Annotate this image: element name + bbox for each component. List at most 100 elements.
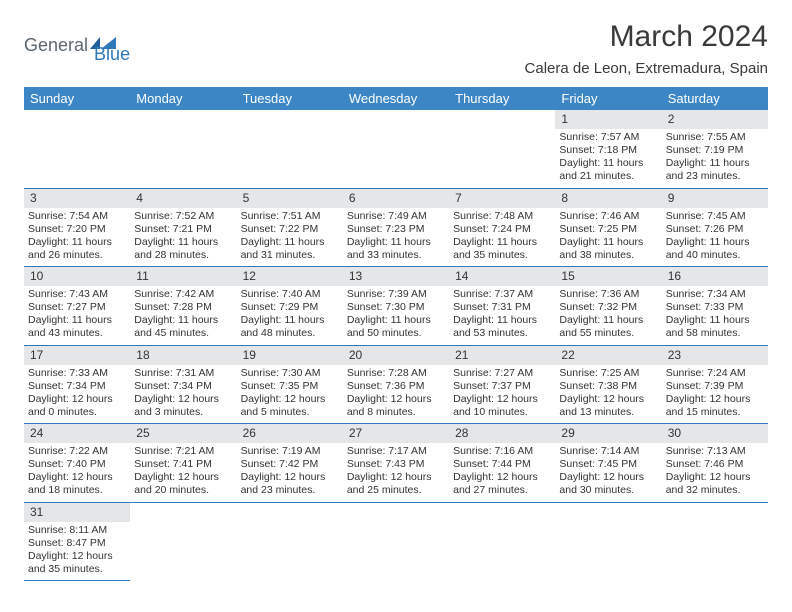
day-info-cell xyxy=(130,129,236,188)
sunrise-text: Sunrise: 7:34 AM xyxy=(666,288,764,301)
day-number-cell: 3 xyxy=(24,188,130,208)
daylight-text: Daylight: 12 hours and 10 minutes. xyxy=(453,393,551,419)
daylight-text: Daylight: 11 hours and 40 minutes. xyxy=(666,236,764,262)
day-number-cell xyxy=(662,502,768,522)
sunrise-text: Sunrise: 7:52 AM xyxy=(134,210,232,223)
day-info-cell: Sunrise: 7:57 AMSunset: 7:18 PMDaylight:… xyxy=(555,129,661,188)
day-number-cell xyxy=(555,502,661,522)
day-number-cell: 24 xyxy=(24,424,130,444)
sunrise-text: Sunrise: 7:31 AM xyxy=(134,367,232,380)
day-info-cell xyxy=(449,129,555,188)
day-number-cell: 4 xyxy=(130,188,236,208)
daylight-text: Daylight: 11 hours and 35 minutes. xyxy=(453,236,551,262)
daylight-text: Daylight: 11 hours and 38 minutes. xyxy=(559,236,657,262)
day-header: Tuesday xyxy=(237,87,343,110)
day-info-cell: Sunrise: 7:19 AMSunset: 7:42 PMDaylight:… xyxy=(237,443,343,502)
sunset-text: Sunset: 7:41 PM xyxy=(134,458,232,471)
daylight-text: Daylight: 12 hours and 30 minutes. xyxy=(559,471,657,497)
day-number-cell xyxy=(130,110,236,129)
day-info-cell xyxy=(130,522,236,581)
daylight-text: Daylight: 12 hours and 35 minutes. xyxy=(28,550,126,576)
day-info-cell: Sunrise: 7:24 AMSunset: 7:39 PMDaylight:… xyxy=(662,365,768,424)
day-number-row: 31 xyxy=(24,502,768,522)
sunrise-text: Sunrise: 7:13 AM xyxy=(666,445,764,458)
day-number-row: 17181920212223 xyxy=(24,345,768,365)
sunset-text: Sunset: 7:37 PM xyxy=(453,380,551,393)
day-info-cell: Sunrise: 8:11 AMSunset: 8:47 PMDaylight:… xyxy=(24,522,130,581)
daylight-text: Daylight: 11 hours and 31 minutes. xyxy=(241,236,339,262)
day-header-row: SundayMondayTuesdayWednesdayThursdayFrid… xyxy=(24,87,768,110)
sunset-text: Sunset: 7:22 PM xyxy=(241,223,339,236)
sunrise-text: Sunrise: 7:54 AM xyxy=(28,210,126,223)
sunrise-text: Sunrise: 7:43 AM xyxy=(28,288,126,301)
day-number-cell: 28 xyxy=(449,424,555,444)
sunrise-text: Sunrise: 7:46 AM xyxy=(559,210,657,223)
sunrise-text: Sunrise: 8:11 AM xyxy=(28,524,126,537)
day-number-cell: 11 xyxy=(130,267,236,287)
daylight-text: Daylight: 12 hours and 23 minutes. xyxy=(241,471,339,497)
daylight-text: Daylight: 12 hours and 25 minutes. xyxy=(347,471,445,497)
day-info-cell xyxy=(343,129,449,188)
daylight-text: Daylight: 12 hours and 5 minutes. xyxy=(241,393,339,419)
day-header: Thursday xyxy=(449,87,555,110)
sunrise-text: Sunrise: 7:14 AM xyxy=(559,445,657,458)
daylight-text: Daylight: 11 hours and 28 minutes. xyxy=(134,236,232,262)
sunset-text: Sunset: 7:18 PM xyxy=(559,144,657,157)
daylight-text: Daylight: 12 hours and 8 minutes. xyxy=(347,393,445,419)
day-number-cell: 27 xyxy=(343,424,449,444)
sunset-text: Sunset: 7:27 PM xyxy=(28,301,126,314)
day-number-cell: 23 xyxy=(662,345,768,365)
day-number-cell: 10 xyxy=(24,267,130,287)
sunset-text: Sunset: 7:25 PM xyxy=(559,223,657,236)
day-header: Wednesday xyxy=(343,87,449,110)
day-number-cell: 1 xyxy=(555,110,661,129)
day-info-cell: Sunrise: 7:13 AMSunset: 7:46 PMDaylight:… xyxy=(662,443,768,502)
daylight-text: Daylight: 12 hours and 32 minutes. xyxy=(666,471,764,497)
day-header: Saturday xyxy=(662,87,768,110)
sunset-text: Sunset: 7:26 PM xyxy=(666,223,764,236)
sunrise-text: Sunrise: 7:33 AM xyxy=(28,367,126,380)
day-info-cell: Sunrise: 7:28 AMSunset: 7:36 PMDaylight:… xyxy=(343,365,449,424)
day-info-cell: Sunrise: 7:46 AMSunset: 7:25 PMDaylight:… xyxy=(555,208,661,267)
sunset-text: Sunset: 7:23 PM xyxy=(347,223,445,236)
day-info-cell: Sunrise: 7:40 AMSunset: 7:29 PMDaylight:… xyxy=(237,286,343,345)
daylight-text: Daylight: 12 hours and 13 minutes. xyxy=(559,393,657,419)
day-info-cell: Sunrise: 7:27 AMSunset: 7:37 PMDaylight:… xyxy=(449,365,555,424)
day-info-cell: Sunrise: 7:25 AMSunset: 7:38 PMDaylight:… xyxy=(555,365,661,424)
day-number-cell: 16 xyxy=(662,267,768,287)
day-number-cell: 14 xyxy=(449,267,555,287)
daylight-text: Daylight: 11 hours and 33 minutes. xyxy=(347,236,445,262)
sunset-text: Sunset: 7:20 PM xyxy=(28,223,126,236)
day-info-cell: Sunrise: 7:33 AMSunset: 7:34 PMDaylight:… xyxy=(24,365,130,424)
day-number-cell: 12 xyxy=(237,267,343,287)
day-number-cell: 15 xyxy=(555,267,661,287)
sunset-text: Sunset: 7:33 PM xyxy=(666,301,764,314)
day-info-cell: Sunrise: 7:34 AMSunset: 7:33 PMDaylight:… xyxy=(662,286,768,345)
day-number-cell: 31 xyxy=(24,502,130,522)
day-info-row: Sunrise: 7:22 AMSunset: 7:40 PMDaylight:… xyxy=(24,443,768,502)
day-header: Friday xyxy=(555,87,661,110)
sunset-text: Sunset: 7:43 PM xyxy=(347,458,445,471)
daylight-text: Daylight: 11 hours and 23 minutes. xyxy=(666,157,764,183)
sunrise-text: Sunrise: 7:55 AM xyxy=(666,131,764,144)
day-info-cell xyxy=(555,522,661,581)
daylight-text: Daylight: 12 hours and 20 minutes. xyxy=(134,471,232,497)
day-number-cell: 7 xyxy=(449,188,555,208)
daylight-text: Daylight: 11 hours and 58 minutes. xyxy=(666,314,764,340)
day-info-cell: Sunrise: 7:45 AMSunset: 7:26 PMDaylight:… xyxy=(662,208,768,267)
day-info-cell: Sunrise: 7:22 AMSunset: 7:40 PMDaylight:… xyxy=(24,443,130,502)
daylight-text: Daylight: 11 hours and 53 minutes. xyxy=(453,314,551,340)
day-info-cell: Sunrise: 7:37 AMSunset: 7:31 PMDaylight:… xyxy=(449,286,555,345)
day-info-cell: Sunrise: 7:16 AMSunset: 7:44 PMDaylight:… xyxy=(449,443,555,502)
day-number-row: 10111213141516 xyxy=(24,267,768,287)
sunset-text: Sunset: 7:34 PM xyxy=(28,380,126,393)
sunrise-text: Sunrise: 7:51 AM xyxy=(241,210,339,223)
sunrise-text: Sunrise: 7:57 AM xyxy=(559,131,657,144)
day-info-cell xyxy=(343,522,449,581)
day-number-row: 12 xyxy=(24,110,768,129)
sunset-text: Sunset: 7:44 PM xyxy=(453,458,551,471)
daylight-text: Daylight: 11 hours and 21 minutes. xyxy=(559,157,657,183)
sunset-text: Sunset: 7:36 PM xyxy=(347,380,445,393)
day-info-cell: Sunrise: 7:48 AMSunset: 7:24 PMDaylight:… xyxy=(449,208,555,267)
day-number-cell xyxy=(237,110,343,129)
